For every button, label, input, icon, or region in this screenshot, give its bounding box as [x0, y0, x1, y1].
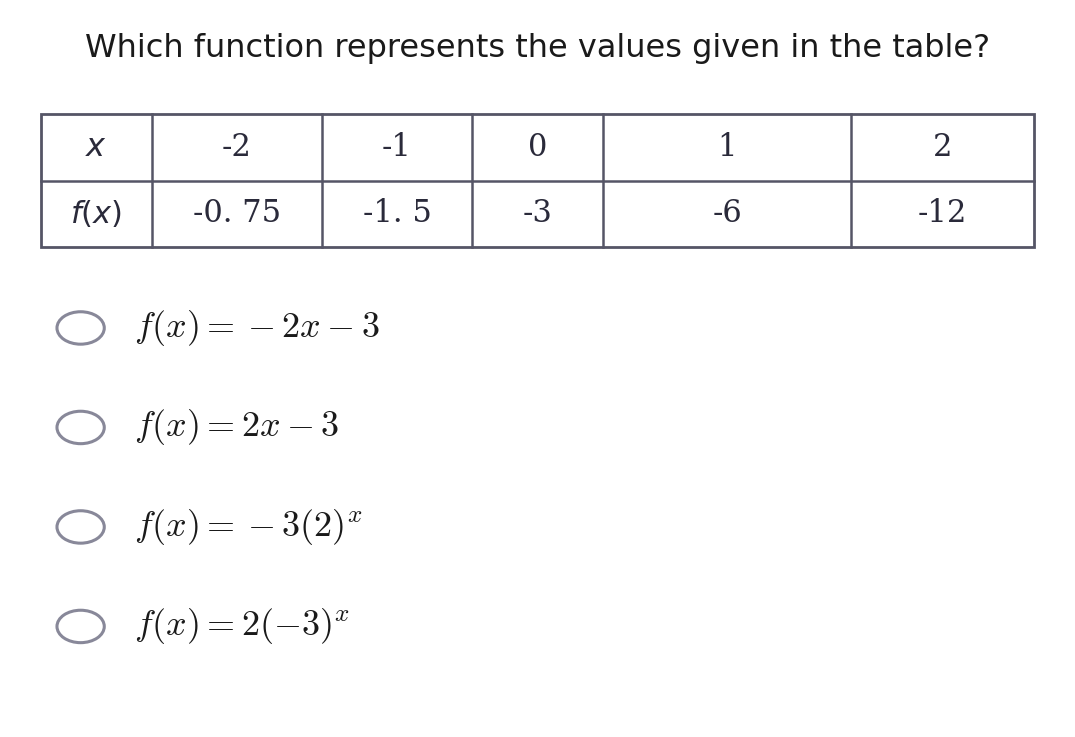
- Text: -2: -2: [221, 132, 252, 163]
- Text: $f(x)$: $f(x)$: [71, 198, 123, 229]
- Text: $f(x) = -3(2)^{x}$: $f(x) = -3(2)^{x}$: [134, 507, 363, 547]
- Text: 2: 2: [933, 132, 952, 163]
- Text: $f(x) = 2x - 3$: $f(x) = 2x - 3$: [134, 408, 340, 447]
- Bar: [41, 114, 1034, 247]
- Text: $f(x) = -2x - 3$: $f(x) = -2x - 3$: [134, 308, 381, 348]
- Text: -12: -12: [918, 198, 968, 229]
- Text: -3: -3: [522, 198, 553, 229]
- Text: 0: 0: [528, 132, 547, 163]
- Text: 1: 1: [717, 132, 736, 163]
- Text: $x$: $x$: [85, 132, 108, 163]
- Text: Which function represents the values given in the table?: Which function represents the values giv…: [85, 33, 990, 64]
- Text: -1. 5: -1. 5: [362, 198, 431, 229]
- Text: $f(x) = 2(-3)^{x}$: $f(x) = 2(-3)^{x}$: [134, 607, 350, 646]
- Text: -1: -1: [382, 132, 412, 163]
- Text: -0. 75: -0. 75: [192, 198, 281, 229]
- Text: -6: -6: [712, 198, 742, 229]
